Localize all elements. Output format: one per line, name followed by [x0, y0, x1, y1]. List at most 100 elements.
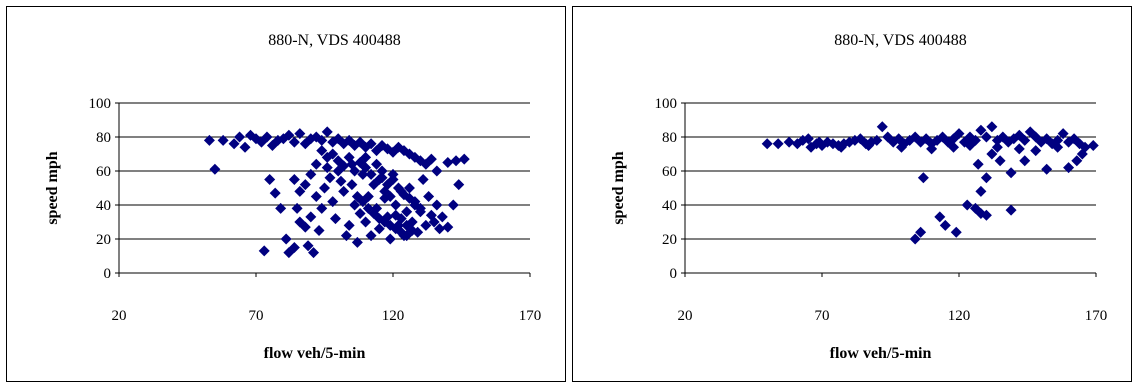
- data-point: [1071, 155, 1083, 167]
- data-point: [1013, 129, 1025, 141]
- data-point: [950, 226, 962, 238]
- y-tick-label: 100: [655, 96, 678, 112]
- chart-panel-right: 880-N, VDS 400488 0 20 40 60 80 100 20 70 120 170 f…: [572, 6, 1132, 382]
- data-point: [1076, 148, 1088, 160]
- data-point: [431, 165, 443, 177]
- data-point: [986, 148, 998, 160]
- data-point: [401, 230, 413, 242]
- data-point: [403, 192, 415, 204]
- data-point: [376, 165, 388, 177]
- data-point: [349, 199, 361, 211]
- data-point: [346, 179, 358, 191]
- data-point: [904, 134, 916, 146]
- data-point: [948, 141, 960, 153]
- x-tick-label: 170: [519, 308, 542, 324]
- scatter-chart-right: 880-N, VDS 400488 0 20 40 60 80 100 20 70 120 170 f…: [610, 32, 1108, 362]
- data-point: [316, 202, 328, 214]
- data-point: [434, 223, 446, 235]
- data-point: [453, 179, 465, 191]
- x-tick-label: 20: [678, 308, 693, 324]
- data-point: [403, 182, 415, 194]
- data-point: [401, 206, 413, 218]
- data-point: [994, 155, 1006, 167]
- data-point: [329, 213, 341, 225]
- data-points: [761, 121, 1099, 245]
- y-tick-label: 80: [662, 130, 677, 146]
- data-point: [975, 185, 987, 197]
- data-point: [1063, 162, 1075, 174]
- y-tick-label: 40: [96, 198, 111, 214]
- data-point: [313, 225, 325, 236]
- data-point: [1052, 134, 1064, 146]
- scatter-chart-left: 880-N, VDS 400488 0 20 40 60 80 100 20 70 120 170 f…: [44, 32, 542, 362]
- x-tick-label: 170: [1085, 308, 1108, 324]
- data-point: [1052, 141, 1064, 153]
- data-point: [338, 185, 350, 197]
- data-point: [442, 221, 454, 233]
- data-point: [964, 140, 976, 151]
- data-point: [1074, 138, 1086, 150]
- data-point: [316, 134, 328, 146]
- chart-panel-left: 880-N, VDS 400488 0 20 40 60 80 100 20 70 120 170 f…: [6, 6, 566, 382]
- data-point: [972, 158, 984, 170]
- x-axis-label: flow veh/5-min: [264, 345, 366, 362]
- data-point: [1046, 138, 1058, 150]
- y-tick-label: 60: [96, 164, 111, 180]
- data-point: [338, 160, 350, 172]
- data-point: [261, 131, 273, 143]
- data-point: [917, 172, 929, 184]
- data-point: [310, 191, 322, 202]
- y-tick-label: 0: [670, 266, 678, 282]
- y-tick-label: 100: [89, 96, 112, 112]
- data-point: [934, 211, 946, 223]
- data-point: [761, 138, 773, 150]
- y-axis-label: speed mph: [610, 151, 627, 224]
- data-point: [373, 223, 385, 235]
- data-point: [371, 158, 383, 170]
- data-point: [395, 213, 407, 225]
- data-point: [414, 206, 426, 218]
- y-tick-label: 0: [104, 266, 112, 282]
- data-point: [1005, 167, 1017, 179]
- data-point: [1087, 140, 1099, 151]
- x-tick-label: 70: [815, 308, 830, 324]
- y-tick-label: 80: [96, 130, 111, 146]
- data-point: [939, 219, 951, 231]
- data-point: [321, 151, 333, 163]
- y-tick-label: 20: [662, 232, 677, 248]
- data-point: [321, 162, 333, 174]
- data-point: [458, 153, 470, 165]
- data-point: [234, 131, 246, 143]
- x-tick-label: 120: [382, 308, 405, 324]
- data-point: [387, 168, 399, 180]
- data-point: [272, 134, 284, 146]
- data-point: [258, 245, 270, 257]
- y-tick-label: 40: [662, 198, 677, 214]
- data-point: [772, 138, 784, 150]
- data-point: [1041, 163, 1053, 175]
- y-tick-label: 60: [662, 164, 677, 180]
- data-point: [991, 134, 1003, 146]
- data-point: [294, 185, 306, 197]
- data-point: [409, 199, 421, 211]
- data-point: [392, 182, 404, 194]
- data-point: [305, 168, 317, 180]
- data-point: [909, 233, 921, 245]
- data-point: [980, 172, 992, 184]
- data-point: [436, 211, 448, 223]
- data-point: [288, 242, 300, 253]
- data-point: [813, 136, 825, 148]
- data-point: [447, 199, 459, 211]
- data-points: [203, 126, 470, 259]
- data-point: [783, 136, 795, 148]
- data-point: [1057, 128, 1069, 140]
- data-point: [1019, 134, 1031, 146]
- data-point: [835, 141, 847, 153]
- data-point: [275, 202, 287, 214]
- data-point: [384, 191, 396, 202]
- data-point: [351, 236, 363, 248]
- data-point: [288, 174, 300, 185]
- data-point: [961, 199, 973, 211]
- data-point: [228, 138, 240, 150]
- data-point: [299, 221, 311, 233]
